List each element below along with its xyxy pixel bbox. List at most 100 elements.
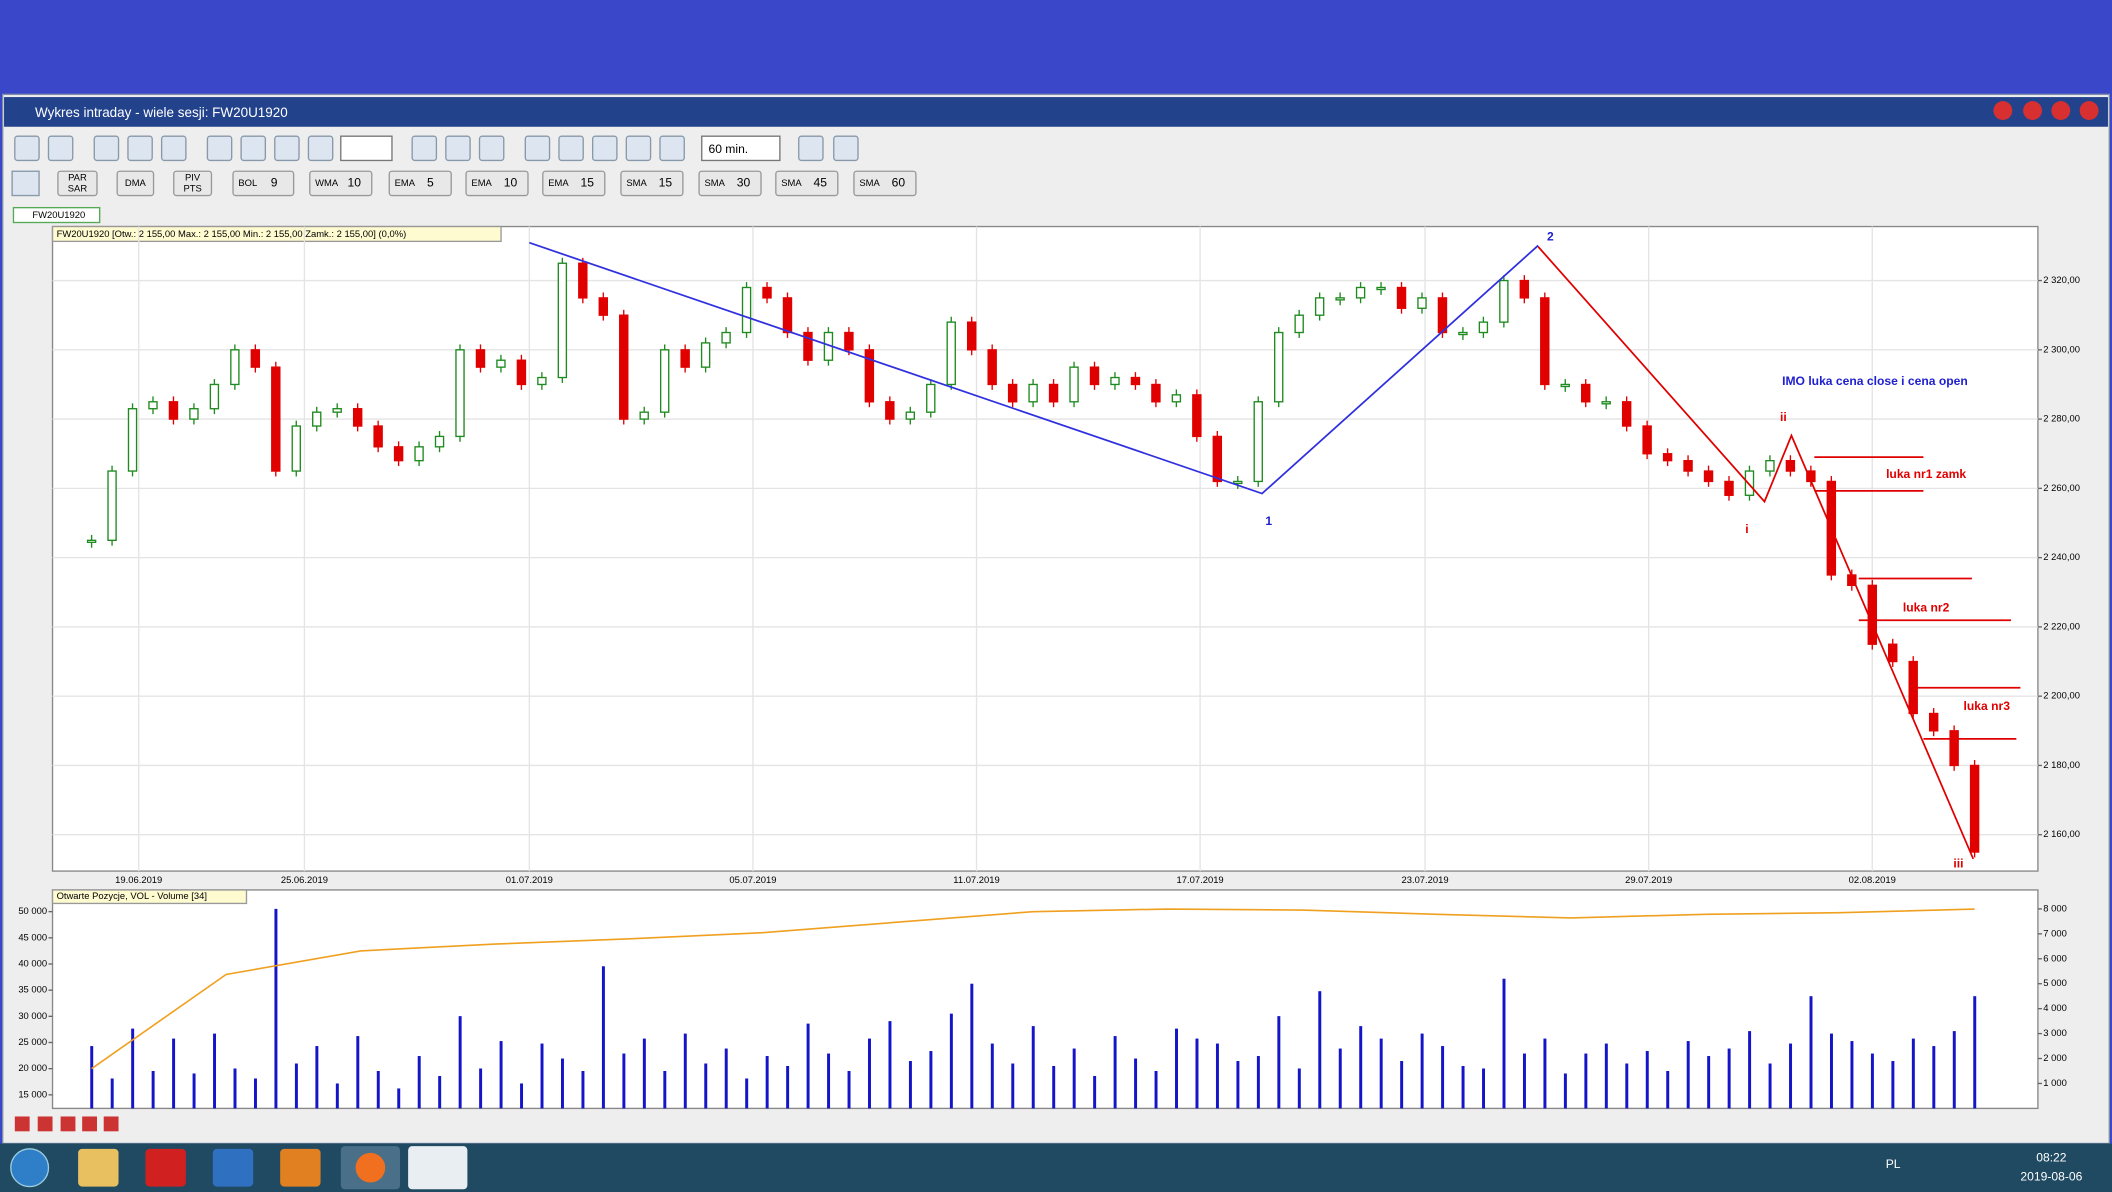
indicator-button[interactable] [388,170,452,197]
volume-bar [827,1053,831,1109]
volume-bar [1072,1048,1076,1109]
candle [1519,279,1530,299]
candle [230,349,240,386]
indicator-button[interactable] [698,170,762,197]
toolbar-button[interactable] [11,170,40,197]
candle [250,349,261,368]
candle [1621,401,1632,427]
volume-bar [1338,1048,1342,1109]
indicator-button[interactable] [309,170,373,197]
toolbar-button[interactable] [524,135,551,162]
x-tick-label: 19.06.2019 [115,874,162,885]
candle [1376,286,1386,291]
volume-bar [520,1083,524,1109]
volume-bar [213,1033,217,1109]
toolbar-button[interactable] [127,135,153,162]
candle [1048,383,1059,403]
taskbar-app[interactable] [78,1148,119,1187]
volume-bar [1809,996,1813,1109]
firefox-icon [355,1152,386,1183]
candle [680,349,690,368]
toolbar-button[interactable] [274,135,300,162]
toolbar-button[interactable] [411,135,438,162]
y2-tick-label: 1 000 [2043,1077,2067,1088]
icon[interactable] [37,1116,53,1132]
indicator-button[interactable] [232,170,295,197]
price-plot [51,225,2039,872]
toolbar-button[interactable] [478,135,505,162]
volume-bar [397,1088,401,1109]
volume-bar [1952,1031,1956,1109]
indicator-period: 10 [348,176,362,190]
toolbar-button[interactable] [206,135,233,162]
icon[interactable] [82,1116,97,1132]
start-button[interactable] [10,1148,50,1188]
button-help[interactable] [1993,101,2013,121]
candle [762,286,772,299]
candle [1560,383,1570,388]
volume-bar [274,908,278,1109]
candle [1335,297,1345,301]
toolbar-button[interactable] [307,135,334,162]
taskbar-app[interactable] [212,1148,254,1187]
icon[interactable] [60,1116,76,1132]
indicator-period: 9 [271,176,278,190]
y-tick-label: 2 200,00 [2043,690,2080,701]
interval-select[interactable] [701,135,781,162]
toolbar-button[interactable] [625,135,652,162]
indicator-period: 60 [892,176,906,190]
taskbar-app[interactable] [145,1148,186,1187]
toolbar-button[interactable] [591,135,618,162]
candle [1683,459,1693,472]
toolbar-button[interactable] [833,135,859,162]
volume-bar [745,1078,749,1109]
y2-tick-label: 5 000 [2043,977,2067,988]
candle [455,349,465,438]
toolbar-button[interactable] [160,135,187,162]
taskbar-app[interactable] [408,1146,468,1190]
candle [639,411,649,420]
toolbar-button[interactable] [240,135,267,162]
indicator-button[interactable] [465,170,529,197]
volume-bar [1031,1026,1035,1109]
icon[interactable] [103,1116,119,1132]
icon[interactable] [14,1116,30,1132]
indicator-button[interactable] [775,170,839,197]
volume-bar [1727,1048,1731,1109]
indicator-button[interactable] [620,170,684,197]
toolbar-button[interactable] [558,135,584,162]
trend-line [1537,246,1975,860]
volume-bar [1379,1038,1383,1109]
volume-bar [233,1068,237,1109]
candle [987,349,997,386]
candle [107,470,117,541]
indicator-label: PIV [185,171,201,182]
annotation: iii [1953,857,1963,871]
indicator-button[interactable] [542,170,606,197]
candle [1581,383,1591,403]
y2-tick-label: 3 000 [2043,1027,2067,1038]
tab[interactable] [12,206,101,224]
indicator-button[interactable] [57,170,98,197]
indicator-label: BOL [238,177,257,188]
button-close[interactable] [2079,101,2099,121]
candle [1478,321,1489,334]
candle [373,425,383,448]
toolbar-button[interactable] [659,135,685,162]
button-minimize[interactable] [2023,101,2042,121]
toolbar-button[interactable] [47,135,74,162]
toolbar-select[interactable] [340,135,393,162]
indicator-period: 30 [737,176,751,190]
toolbar-button[interactable] [798,135,824,162]
toolbar-button[interactable] [14,135,40,162]
taskbar-app[interactable] [280,1148,321,1187]
indicator-button[interactable] [173,170,213,197]
candle [1110,376,1120,386]
x-tick-label: 05.07.2019 [729,874,776,885]
button-maximize[interactable] [2051,101,2071,121]
toolbar-button[interactable] [93,135,120,162]
indicator-button[interactable] [853,170,917,197]
toolbar-button[interactable] [445,135,471,162]
indicator-button[interactable] [116,170,155,197]
